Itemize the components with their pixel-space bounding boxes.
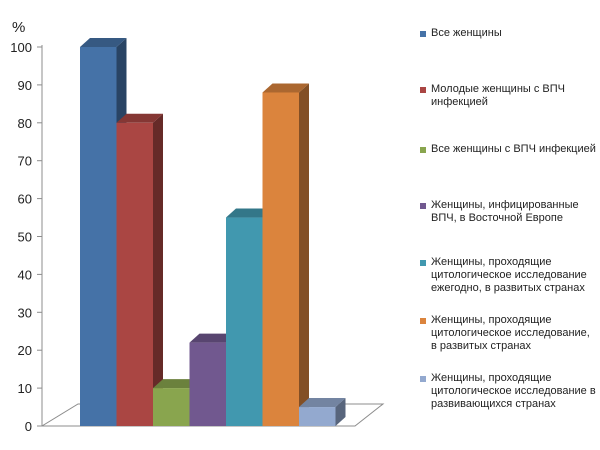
bar — [262, 83, 309, 426]
legend-swatch — [420, 31, 426, 37]
y-tick-label: 50 — [18, 230, 32, 245]
legend-swatch — [420, 376, 426, 382]
legend-label: Женщины, проходящие цитологическое иссле… — [431, 256, 587, 294]
legend-label: Женщины, инфицированные ВПЧ, в Восточной… — [431, 199, 579, 224]
bar-front — [299, 407, 336, 426]
y-axis-label: % — [12, 19, 25, 36]
bar-chart: 0 10 20 30 40 50 60 70 80 90 100 % — [10, 19, 385, 434]
bar-front — [153, 388, 190, 426]
legend: Все женщины Молодые женщины с ВПЧ инфекци… — [420, 0, 598, 450]
y-tick-label: 30 — [18, 305, 32, 320]
legend-label: Женщины, проходящие цитологическое иссле… — [431, 372, 596, 410]
legend-label: Все женщины — [431, 27, 502, 39]
bar-top — [116, 113, 163, 123]
legend-label: Молодые женщины с ВПЧ инфекцией — [431, 83, 565, 108]
legend-swatch — [420, 260, 426, 266]
bar-top — [262, 83, 309, 93]
y-tick-label: 100 — [10, 40, 32, 55]
bar-top — [80, 38, 127, 47]
bar — [116, 113, 163, 427]
bar-top — [153, 379, 200, 389]
bar-front — [116, 122, 153, 427]
y-tick-label: 20 — [18, 343, 32, 358]
y-tick-label: 40 — [18, 267, 32, 282]
legend-item: Женщины, инфицированные ВПЧ, в Восточной… — [420, 199, 598, 225]
y-tick-label: 0 — [25, 419, 32, 434]
legend-item: Молодые женщины с ВПЧ инфекцией — [420, 83, 598, 109]
y-tick-label: 70 — [18, 154, 32, 169]
legend-item: Женщины, проходящие цитологическое иссле… — [420, 256, 598, 295]
bar-side — [153, 113, 163, 427]
legend-label: Женщины, проходящие цитологическое иссле… — [431, 314, 590, 352]
y-tick-label: 90 — [18, 78, 32, 93]
y-tick-label: 80 — [18, 116, 32, 131]
legend-item: Женщины, проходящие цитологическое иссле… — [420, 372, 598, 411]
bar-side — [299, 83, 309, 426]
legend-item: Женщины, проходящие цитологическое иссле… — [420, 314, 598, 353]
bar-front — [189, 342, 226, 426]
legend-item: Все женщины — [420, 27, 598, 40]
bar-top — [189, 333, 236, 343]
legend-swatch — [420, 318, 426, 324]
legend-swatch — [420, 203, 426, 209]
y-axis: 0 10 20 30 40 50 60 70 80 90 100 — [10, 40, 43, 434]
y-tick-label: 10 — [18, 381, 32, 396]
bar-front — [226, 217, 263, 426]
bar-side — [335, 398, 346, 426]
bar-front — [80, 47, 117, 426]
bar-top — [226, 208, 273, 218]
bars — [80, 38, 346, 427]
legend-swatch — [420, 87, 426, 93]
legend-label: Все женщины с ВПЧ инфекцией — [431, 143, 596, 155]
legend-swatch — [420, 147, 426, 153]
bar — [299, 398, 346, 426]
y-tick-label: 60 — [18, 192, 32, 207]
bar-front — [262, 92, 299, 426]
bar-top — [299, 398, 346, 408]
legend-item: Все женщины с ВПЧ инфекцией — [420, 143, 598, 156]
